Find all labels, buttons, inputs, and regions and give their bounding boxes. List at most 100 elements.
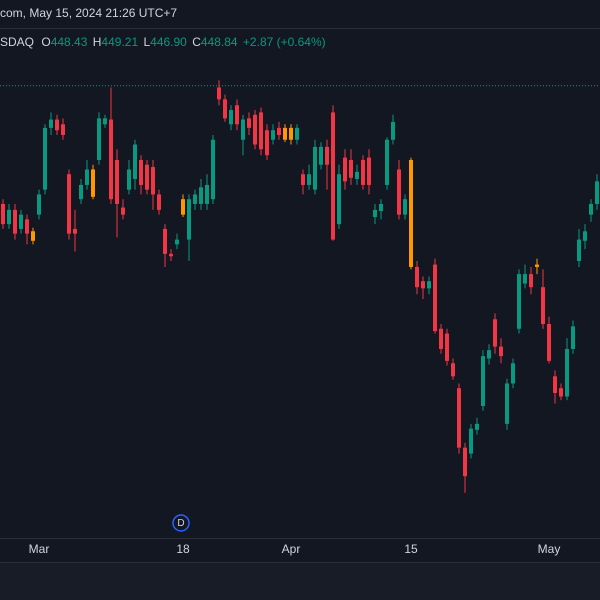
x-tick-label: Apr [282, 542, 301, 556]
candle-body [199, 187, 203, 204]
candle-body [427, 281, 431, 289]
candle-body [451, 363, 455, 377]
candle-body [523, 274, 527, 284]
candle-body [7, 209, 11, 225]
candle-body [283, 127, 287, 140]
candle-body [463, 447, 467, 477]
candle-body [229, 110, 233, 125]
candle-body [475, 423, 479, 430]
candle-body [397, 169, 401, 215]
event-marker[interactable] [172, 514, 190, 532]
candle-body [583, 231, 587, 241]
candle-body [289, 127, 293, 140]
candle-body [379, 203, 383, 212]
candle-body [145, 164, 149, 190]
candle-body [559, 388, 563, 397]
candle-body [235, 105, 239, 125]
candle-body [13, 209, 17, 234]
candle-body [259, 112, 263, 150]
candle-body [121, 207, 125, 215]
candle-body [337, 174, 341, 225]
candle-body [61, 124, 65, 135]
candle-body [499, 346, 503, 357]
candle-body [385, 139, 389, 185]
candle-body [175, 239, 179, 245]
candle-body [373, 209, 377, 218]
candle-body [211, 139, 215, 200]
candle-body [277, 127, 281, 135]
ohlc-label: H [93, 35, 102, 49]
candle-body [67, 174, 71, 234]
candle-body [331, 112, 335, 240]
candle-body [187, 199, 191, 240]
bottom-panel [0, 562, 600, 600]
ohlc-label: O [41, 35, 50, 49]
candle-body [589, 203, 593, 215]
candle-body [361, 159, 365, 185]
ohlc-label: C [192, 35, 201, 49]
candle-body [163, 228, 167, 254]
time-axis [0, 538, 600, 562]
candle-body [505, 383, 509, 424]
candle-body [415, 266, 419, 288]
candle-body [127, 169, 131, 190]
candle-body [115, 159, 119, 204]
candle-body [343, 157, 347, 182]
candle-body [565, 348, 569, 397]
candle-body [37, 194, 41, 215]
candle-body [403, 199, 407, 215]
symbol: SDAQ [0, 35, 34, 49]
candle-body [85, 169, 89, 185]
candle-body [139, 159, 143, 185]
ohlc-value: 448.43 [51, 35, 88, 49]
candle-body [97, 118, 101, 160]
candle-body [205, 184, 209, 204]
candle-body [487, 350, 491, 359]
candle-body [409, 159, 413, 267]
candle-body [433, 264, 437, 332]
candle-body [217, 87, 221, 100]
header-text: com, May 15, 2024 21:26 UTC+7 [0, 6, 177, 20]
candle-body [325, 146, 329, 165]
candle-body [25, 219, 29, 234]
candle-body [295, 127, 299, 140]
candle-body [349, 159, 353, 178]
candle-body [91, 169, 95, 197]
candle-body [457, 388, 461, 448]
ohlc-value: 449.21 [101, 35, 138, 49]
x-tick-label: 15 [404, 542, 418, 556]
candle-body [271, 130, 275, 140]
candle-body [493, 319, 497, 347]
candle-body [253, 114, 257, 145]
candle-body [55, 119, 59, 131]
candle-body [151, 167, 155, 195]
candle-body [19, 214, 23, 229]
candle-body [301, 174, 305, 185]
candle-body [73, 228, 77, 234]
candle-body [1, 203, 5, 225]
candle-body [307, 174, 311, 185]
candle-body [535, 264, 539, 267]
ohlc-label: L [143, 35, 150, 49]
candle-body [553, 376, 557, 393]
x-tick-label: Mar [29, 542, 50, 556]
x-tick-label: 18 [176, 542, 190, 556]
candle-body [529, 274, 533, 288]
candle-body [571, 326, 575, 349]
candle-body [391, 121, 395, 140]
candle-body [43, 127, 47, 190]
candle-body [241, 119, 245, 140]
candle-body [169, 253, 173, 257]
candle-body [439, 328, 443, 349]
candle-body [265, 130, 269, 156]
candle-body [367, 157, 371, 185]
candle-body [31, 231, 35, 241]
candle-body [313, 146, 317, 190]
legend: SDAQ O448.43 H449.21 L446.90 C448.84 +2.… [0, 35, 326, 49]
candle-body [595, 181, 599, 204]
change: +2.87 (+0.64%) [243, 35, 326, 49]
candle-body [319, 146, 323, 165]
